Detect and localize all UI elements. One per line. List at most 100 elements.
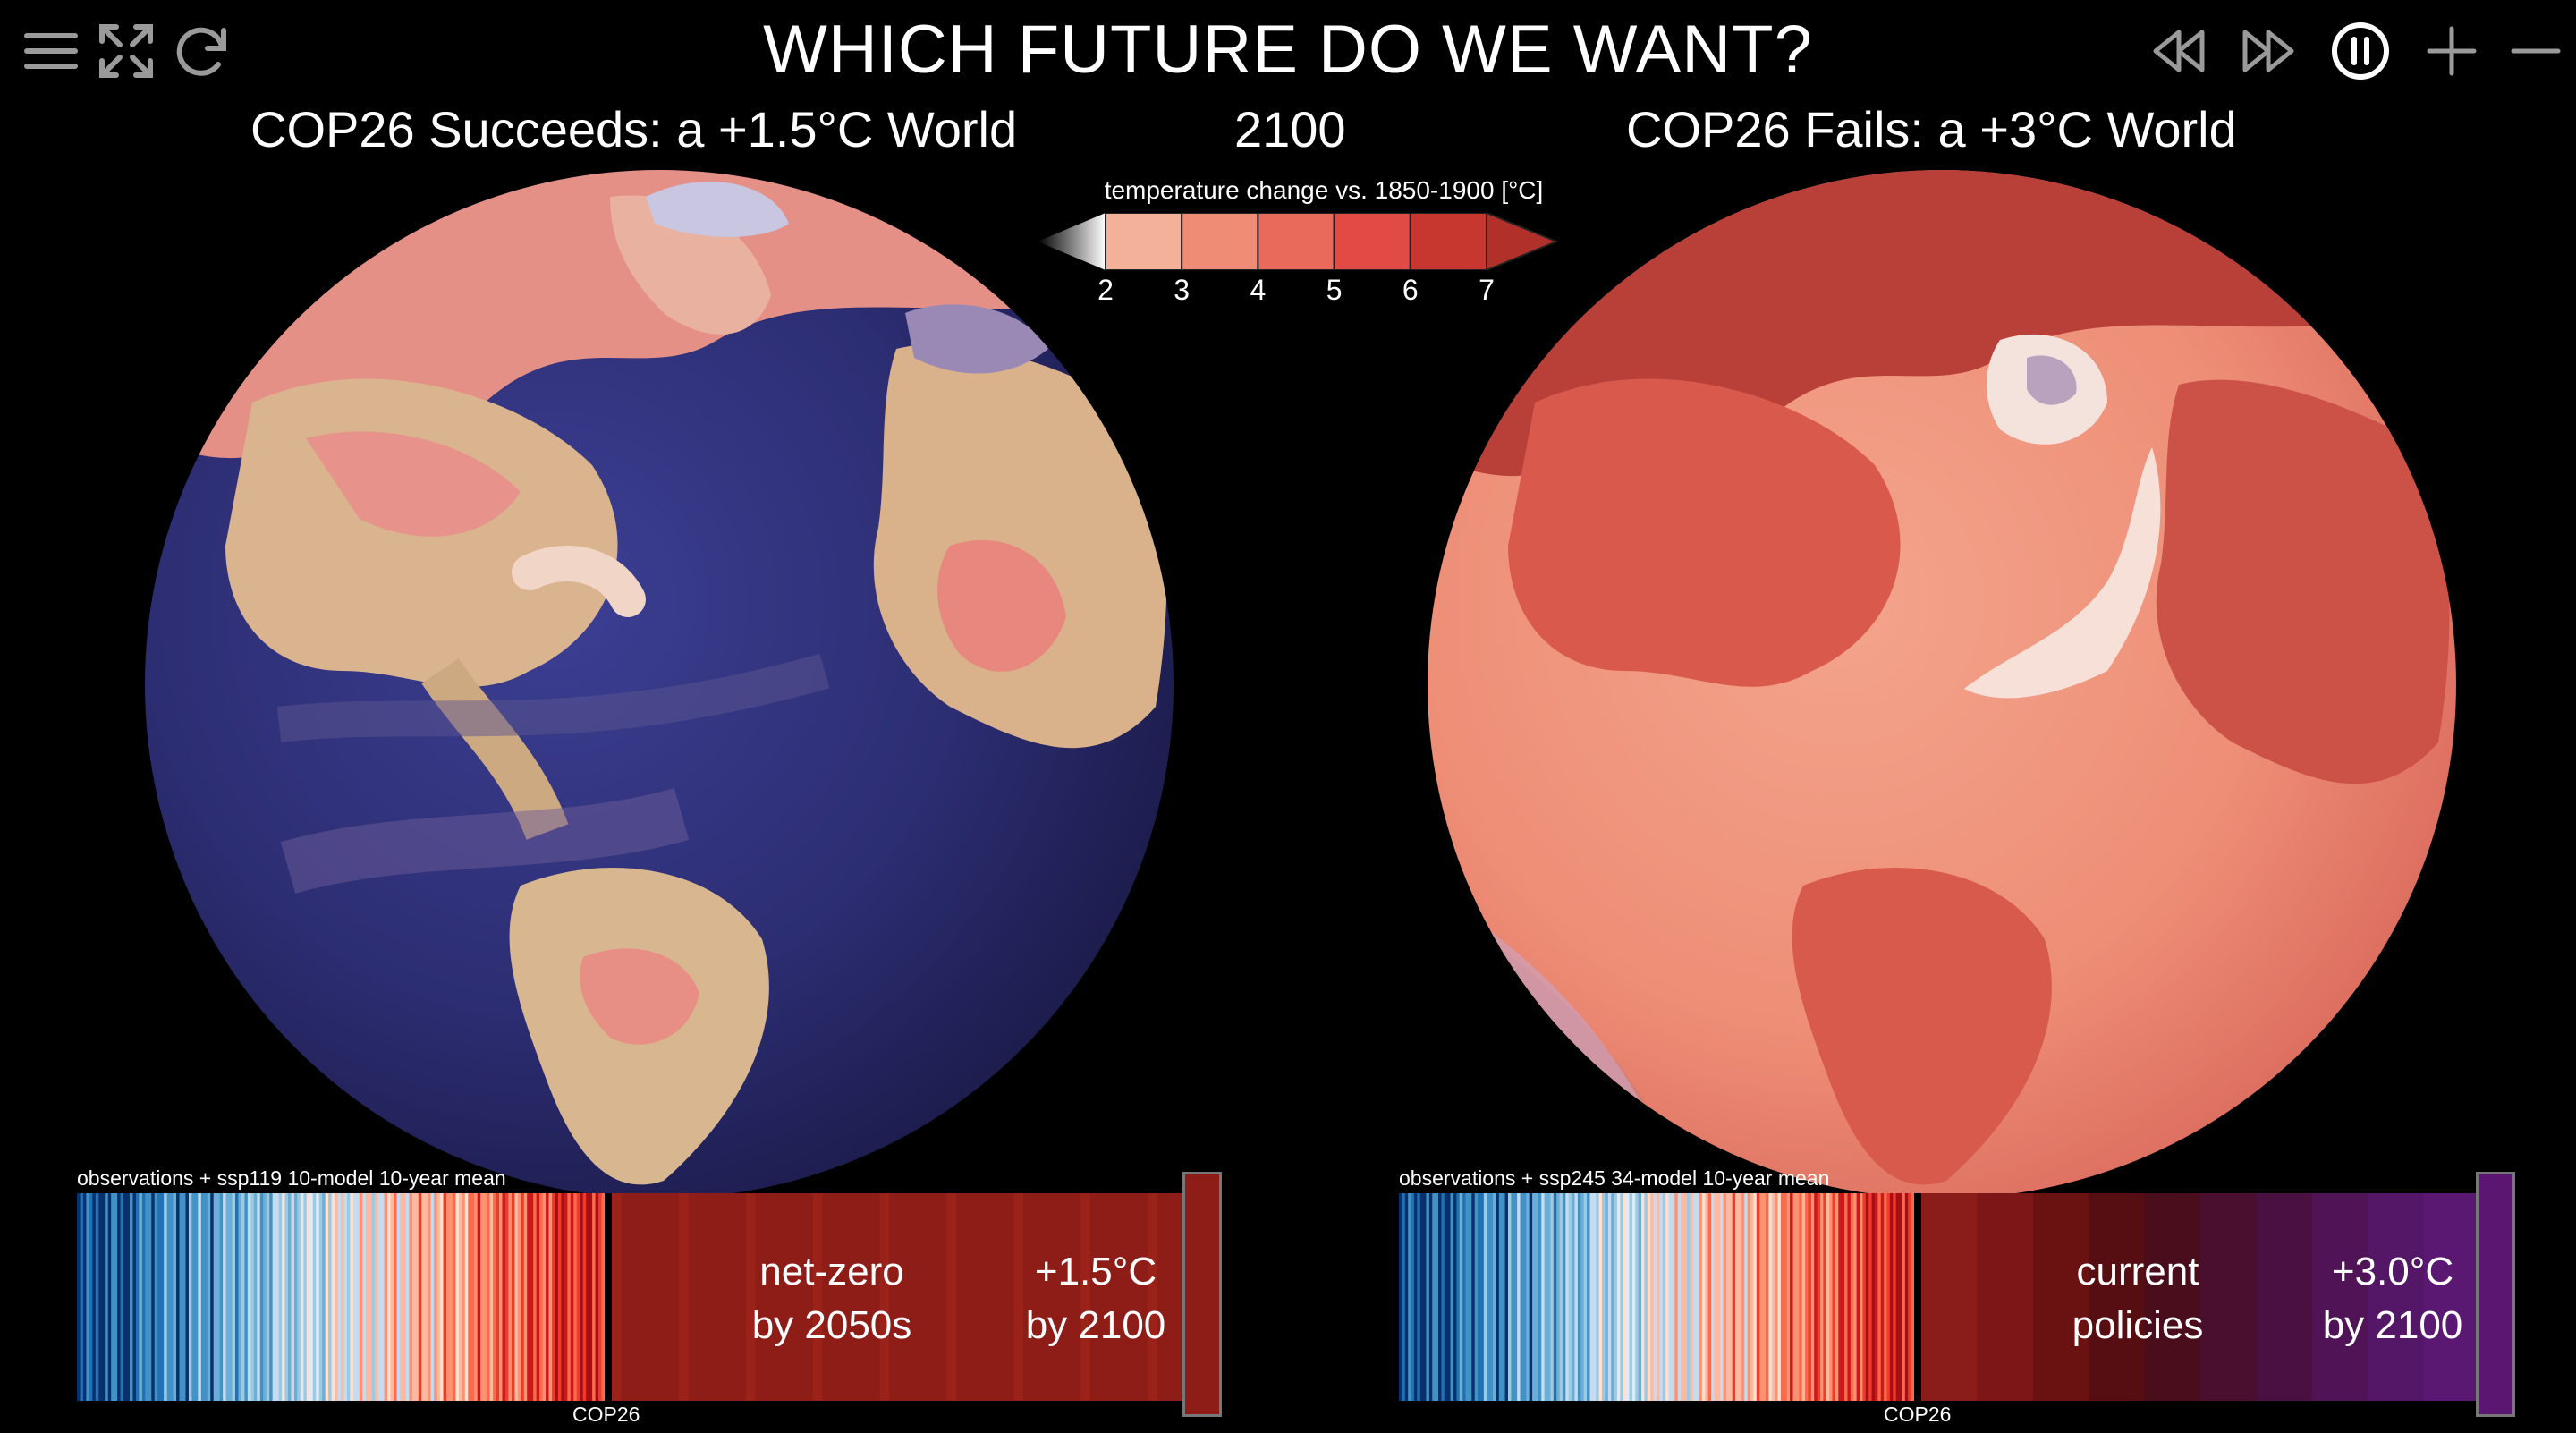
warming-stripe xyxy=(1707,1193,1712,1401)
warming-stripe xyxy=(322,1193,326,1401)
warming-stripe xyxy=(511,1193,515,1401)
warming-stripe xyxy=(462,1193,466,1401)
warming-stripe xyxy=(1826,1193,1830,1401)
warming-stripe xyxy=(539,1193,544,1401)
warming-stripe xyxy=(1805,1193,1809,1401)
warming-stripe xyxy=(278,1193,283,1401)
warming-stripe xyxy=(194,1193,199,1401)
projection-stripe xyxy=(2190,1193,2201,1401)
warming-stripe xyxy=(430,1193,435,1401)
warming-stripe xyxy=(1668,1193,1673,1401)
warming-stripe xyxy=(89,1193,93,1401)
left-pathway-line2: by 2050s xyxy=(751,1303,912,1347)
projection-stripe xyxy=(841,1193,852,1401)
warming-stripe xyxy=(188,1193,193,1401)
warming-stripe xyxy=(1683,1193,1688,1401)
fullscreen-icon[interactable] xyxy=(95,20,157,82)
warming-stripe xyxy=(561,1193,565,1401)
fast-forward-icon[interactable] xyxy=(2238,20,2301,82)
warming-stripe xyxy=(434,1193,438,1401)
globe-right[interactable] xyxy=(1428,170,2456,1199)
menu-icon[interactable] xyxy=(20,20,82,82)
projection-stripe xyxy=(2340,1193,2350,1401)
left-warming-line1: +1.5°C xyxy=(1034,1250,1157,1293)
warming-stripe xyxy=(1725,1193,1730,1401)
warming-stripe xyxy=(1456,1193,1461,1401)
projection-stripe xyxy=(995,1193,1005,1401)
warming-stripe xyxy=(1750,1193,1755,1401)
warming-stripe xyxy=(1650,1193,1655,1401)
pause-icon[interactable] xyxy=(2329,20,2392,82)
projection-stripe xyxy=(2172,1193,2182,1401)
warming-stripe xyxy=(157,1193,162,1401)
zoom-out-icon[interactable] xyxy=(2504,20,2567,82)
left-cop26-marker-label: COP26 xyxy=(572,1403,640,1426)
warming-stripe xyxy=(200,1193,205,1401)
right-cop26-marker-label: COP26 xyxy=(1884,1403,1952,1426)
warming-stripe xyxy=(223,1193,227,1401)
projection-stripe xyxy=(2414,1193,2425,1401)
warming-stripe xyxy=(1502,1193,1506,1401)
warming-stripe xyxy=(1426,1193,1430,1401)
warming-stripe xyxy=(1677,1193,1682,1401)
projection-stripe xyxy=(2256,1193,2267,1401)
warming-stripe xyxy=(1853,1193,1858,1401)
projection-stripe xyxy=(1176,1193,1186,1401)
projection-stripe xyxy=(755,1193,766,1401)
projection-stripe xyxy=(716,1193,727,1401)
warming-stripe xyxy=(1771,1193,1775,1401)
left-pathway-text: net-zero by 2050s xyxy=(716,1245,948,1352)
warming-stripe xyxy=(489,1193,494,1401)
projection-stripe xyxy=(1930,1193,1941,1401)
warming-stripe xyxy=(331,1193,335,1401)
reload-icon[interactable] xyxy=(170,20,233,82)
projection-stripe xyxy=(669,1193,680,1401)
warming-stripe xyxy=(1792,1193,1797,1401)
warming-stripe xyxy=(1583,1193,1588,1401)
warming-stripe xyxy=(1513,1193,1518,1401)
projection-stripe xyxy=(612,1193,623,1401)
warming-stripe xyxy=(1623,1193,1627,1401)
projection-stripe xyxy=(2135,1193,2146,1401)
projection-stripe xyxy=(860,1193,871,1401)
warming-stripe xyxy=(1886,1193,1891,1401)
globe-left[interactable] xyxy=(145,170,1174,1199)
warming-stripe xyxy=(504,1193,510,1401)
warming-stripe xyxy=(592,1193,597,1401)
warming-stripe xyxy=(369,1193,373,1401)
warming-stripe xyxy=(244,1193,249,1401)
zoom-in-icon[interactable] xyxy=(2420,20,2483,82)
warming-stripe xyxy=(1411,1193,1415,1401)
warming-stripe xyxy=(1744,1193,1749,1401)
warming-stripe xyxy=(191,1193,196,1401)
warming-stripe xyxy=(1662,1193,1666,1401)
warming-stripe xyxy=(402,1193,407,1401)
rewind-icon[interactable] xyxy=(2147,20,2209,82)
projection-stripe xyxy=(2404,1193,2415,1401)
page-title: WHICH FUTURE DO WE WANT? xyxy=(763,12,1813,88)
warming-stripe xyxy=(1720,1193,1724,1401)
warming-stripe xyxy=(232,1193,236,1401)
warming-stripe xyxy=(1435,1193,1439,1401)
warming-stripe xyxy=(1587,1193,1591,1401)
projection-stripe xyxy=(2042,1193,2053,1401)
warming-stripe xyxy=(1911,1193,1915,1401)
projection-stripe xyxy=(928,1193,938,1401)
warming-stripe xyxy=(266,1193,270,1401)
left-warming-text: +1.5°C by 2100 xyxy=(1002,1245,1190,1352)
warming-stripe xyxy=(527,1193,531,1401)
warming-stripe xyxy=(586,1193,590,1401)
warming-stripe xyxy=(390,1193,394,1401)
projection-stripe xyxy=(2051,1193,2062,1401)
projection-stripe xyxy=(2023,1193,2034,1401)
warming-stripe xyxy=(371,1193,376,1401)
warming-stripe xyxy=(303,1193,308,1401)
warming-stripe xyxy=(154,1193,158,1401)
colorbar-segment xyxy=(1257,213,1335,270)
warming-stripe xyxy=(1904,1193,1909,1401)
warming-stripe xyxy=(557,1193,563,1401)
projection-stripe xyxy=(2302,1193,2313,1401)
right-warming-line2: by 2100 xyxy=(2322,1303,2463,1347)
projection-stripe xyxy=(2097,1193,2108,1401)
warming-stripe xyxy=(1614,1193,1618,1401)
